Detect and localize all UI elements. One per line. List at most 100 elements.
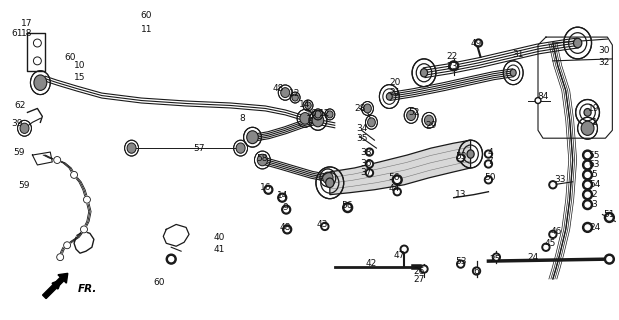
Text: 48: 48	[272, 84, 284, 93]
Ellipse shape	[363, 104, 371, 113]
Ellipse shape	[584, 108, 591, 116]
Circle shape	[284, 207, 288, 212]
Polygon shape	[330, 140, 470, 195]
Text: 60: 60	[141, 11, 152, 20]
Text: 62: 62	[15, 101, 26, 110]
Ellipse shape	[581, 121, 594, 135]
Circle shape	[368, 162, 371, 166]
Text: 42: 42	[366, 259, 377, 268]
Circle shape	[485, 176, 492, 184]
Circle shape	[585, 172, 590, 177]
Text: 19: 19	[588, 104, 599, 113]
Circle shape	[487, 178, 490, 182]
Text: 39: 39	[11, 119, 22, 128]
Text: 29: 29	[425, 121, 436, 130]
Text: 63: 63	[589, 160, 600, 170]
Circle shape	[582, 200, 592, 210]
Circle shape	[278, 193, 287, 202]
Circle shape	[549, 181, 557, 189]
Circle shape	[368, 171, 371, 175]
Text: 52: 52	[409, 108, 420, 117]
Text: 10: 10	[74, 61, 86, 70]
Text: 21: 21	[389, 88, 401, 97]
Circle shape	[487, 152, 490, 156]
Text: 16: 16	[306, 109, 318, 118]
Text: 15: 15	[74, 73, 86, 82]
Text: 14: 14	[300, 100, 311, 109]
Ellipse shape	[327, 111, 333, 118]
Ellipse shape	[127, 143, 136, 153]
Circle shape	[457, 154, 465, 162]
Circle shape	[280, 196, 285, 200]
Text: 11: 11	[141, 25, 152, 34]
Circle shape	[264, 185, 273, 194]
Circle shape	[396, 190, 399, 194]
Text: 53: 53	[455, 152, 467, 161]
Circle shape	[537, 99, 540, 102]
Ellipse shape	[573, 38, 582, 48]
Text: 13: 13	[455, 190, 467, 199]
Circle shape	[475, 269, 478, 273]
Text: 40: 40	[213, 233, 225, 242]
Circle shape	[551, 183, 555, 187]
Text: 60: 60	[154, 278, 165, 287]
Circle shape	[395, 177, 400, 182]
Text: 27: 27	[413, 276, 425, 284]
Ellipse shape	[407, 110, 415, 121]
Text: 36: 36	[361, 159, 372, 168]
Circle shape	[535, 98, 541, 103]
Text: 34: 34	[356, 124, 367, 133]
Text: 57: 57	[193, 144, 205, 153]
Text: 43: 43	[316, 220, 327, 229]
Text: 5: 5	[592, 170, 597, 180]
Circle shape	[368, 150, 371, 154]
Text: 44: 44	[389, 184, 400, 193]
Text: 49: 49	[471, 38, 482, 48]
Text: 50: 50	[485, 173, 496, 182]
Circle shape	[365, 148, 373, 156]
Circle shape	[71, 172, 77, 178]
Text: 48: 48	[280, 223, 291, 232]
Text: 7: 7	[488, 157, 493, 166]
Circle shape	[585, 163, 590, 167]
Circle shape	[169, 257, 174, 262]
Ellipse shape	[236, 143, 245, 153]
Text: 12: 12	[290, 89, 301, 98]
Ellipse shape	[386, 93, 392, 100]
Ellipse shape	[368, 118, 375, 127]
Text: 30: 30	[599, 46, 610, 55]
Circle shape	[492, 253, 500, 261]
Circle shape	[167, 254, 176, 264]
Text: 59: 59	[19, 181, 30, 190]
Circle shape	[282, 205, 291, 214]
Text: 14: 14	[277, 191, 288, 200]
Text: 58: 58	[257, 154, 268, 163]
Text: 20: 20	[389, 78, 401, 87]
Circle shape	[285, 227, 290, 232]
Ellipse shape	[312, 114, 324, 127]
Circle shape	[585, 153, 590, 157]
Text: 4: 4	[488, 148, 493, 156]
Text: 3: 3	[592, 200, 597, 209]
Circle shape	[495, 255, 498, 259]
Circle shape	[549, 230, 557, 238]
Circle shape	[582, 170, 592, 180]
Circle shape	[604, 254, 614, 264]
Text: 26: 26	[413, 267, 425, 276]
FancyArrow shape	[43, 273, 67, 299]
Circle shape	[472, 267, 480, 275]
Circle shape	[323, 224, 327, 228]
Circle shape	[485, 150, 492, 158]
Text: 38: 38	[361, 148, 372, 156]
Circle shape	[449, 61, 459, 71]
Text: 56: 56	[389, 173, 400, 182]
Circle shape	[451, 63, 456, 68]
Ellipse shape	[280, 88, 290, 98]
Circle shape	[544, 245, 548, 249]
Circle shape	[459, 156, 462, 160]
Ellipse shape	[467, 150, 474, 158]
Circle shape	[487, 162, 490, 166]
Circle shape	[33, 39, 41, 47]
Text: FR.: FR.	[78, 284, 97, 294]
Circle shape	[54, 156, 61, 164]
